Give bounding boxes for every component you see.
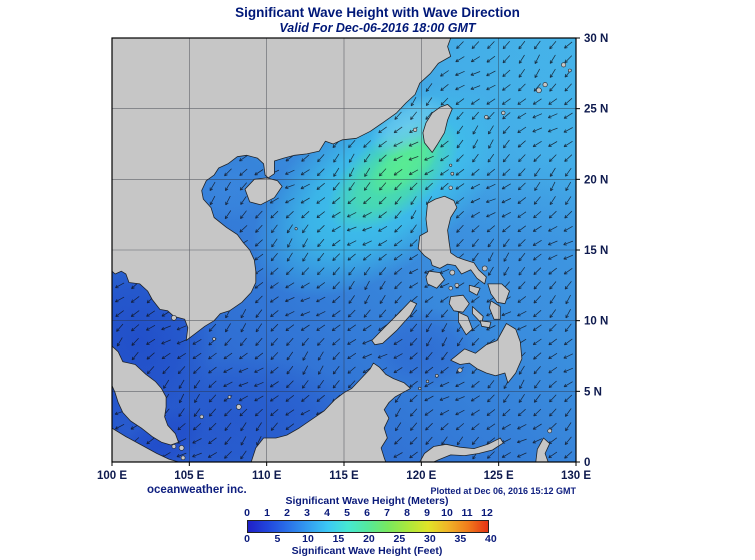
meters-tick-value: 0 <box>244 507 250 519</box>
islet <box>413 127 418 132</box>
meters-tick-value: 12 <box>481 507 493 519</box>
meters-tick-value: 7 <box>384 507 390 519</box>
land-malay_peninsula <box>112 345 179 446</box>
islet <box>449 163 453 167</box>
grid-lines <box>112 38 576 462</box>
lat-tick-label: 25 N <box>584 104 608 116</box>
meters-tick-value: 5 <box>344 507 350 519</box>
lat-tick-label: 0 <box>584 457 590 469</box>
land-sulawesi <box>419 437 504 462</box>
lat-tick-label: 20 N <box>584 174 608 186</box>
islet <box>180 455 186 461</box>
legend-feet-ticks: 0 5 10 15 20 25 30 35 40 <box>0 533 755 545</box>
wave-patch-green-core <box>367 130 441 197</box>
islet <box>294 227 298 231</box>
feet-tick-value: 0 <box>244 533 250 545</box>
islet <box>484 114 489 120</box>
lon-tick-label: 105 E <box>174 470 204 482</box>
land-borneo <box>250 362 411 462</box>
land-masbate <box>468 284 481 296</box>
lat-tick-label: 15 N <box>584 245 608 257</box>
meters-tick-value: 4 <box>324 507 330 519</box>
feet-tick-value: 40 <box>484 533 497 545</box>
islet <box>542 82 548 88</box>
credit-text: oceanweather inc. <box>147 484 247 496</box>
meters-tick-value: 10 <box>441 507 453 519</box>
axis-labels: 100 E 105 E 110 E 115 E 120 E 125 E 130 E0 5 N 1… <box>97 33 608 482</box>
meters-tick-value: 6 <box>364 507 370 519</box>
lon-tick-label: 120 E <box>406 470 436 482</box>
wave-patch-taiwan-strait-light <box>369 94 449 157</box>
lon-tick-label: 115 E <box>329 470 359 482</box>
meters-tick-value: 3 <box>304 507 310 519</box>
islet <box>418 386 422 391</box>
islet <box>450 171 455 176</box>
feet-tick-value: 20 <box>363 533 375 545</box>
islet <box>236 404 242 410</box>
legend-meters-label: Significant Wave Height (Meters) <box>285 495 449 507</box>
land-palawan <box>371 300 418 346</box>
islet <box>171 314 177 321</box>
lon-tick-label: 110 E <box>252 470 282 482</box>
meters-tick-value: 1 <box>264 507 270 519</box>
islet <box>501 110 506 115</box>
islet <box>457 367 463 373</box>
meters-tick-value: 9 <box>424 507 430 519</box>
land-mindoro <box>425 270 445 289</box>
land-china_indochina <box>112 38 452 341</box>
islet <box>171 444 177 449</box>
page-title: Significant Wave Height with Wave Direct… <box>235 5 520 20</box>
meters-tick-value: 8 <box>404 507 410 519</box>
islet <box>227 395 232 399</box>
land-panay <box>448 294 470 313</box>
valid-time-subtitle: Valid For Dec-06-2016 18:00 GMT <box>279 21 476 35</box>
islet <box>449 269 456 276</box>
islet <box>567 68 572 73</box>
meters-tick-value: 11 <box>461 507 473 519</box>
islet <box>178 445 185 451</box>
islet <box>212 337 216 341</box>
plotted-note: Plotted at Dec 06, 2016 15:12 GMT <box>430 486 576 496</box>
islet <box>561 62 567 68</box>
islet <box>425 379 430 384</box>
lat-tick-label: 5 N <box>584 386 602 398</box>
lon-tick-label: 125 E <box>484 470 514 482</box>
land-taiwan <box>422 104 453 153</box>
colorbar <box>247 520 489 533</box>
feet-tick-value: 10 <box>302 533 314 545</box>
land-sumatra <box>112 427 179 462</box>
legend-meters-ticks: 0 1 2 3 4 5 6 7 8 9 10 11 12 <box>0 507 755 519</box>
land-masses <box>112 38 572 462</box>
meters-tick-value: 2 <box>284 507 290 519</box>
feet-tick-value: 35 <box>454 533 467 545</box>
islet <box>448 185 453 190</box>
feet-tick-value: 25 <box>393 533 406 545</box>
islet <box>434 373 439 378</box>
legend-feet-label: Significant Wave Height (Feet) <box>291 545 443 557</box>
lat-tick-label: 30 N <box>584 33 608 45</box>
feet-tick-value: 5 <box>274 533 281 545</box>
feet-tick-value: 15 <box>332 533 345 545</box>
land-bohol <box>479 320 492 329</box>
land-halmahera <box>535 437 551 462</box>
wave-patch-malacca-low <box>112 406 207 462</box>
islet <box>199 414 204 419</box>
land-luzon <box>417 195 487 285</box>
feet-tick-value: 30 <box>424 533 436 545</box>
islet <box>536 87 542 94</box>
land-mindanao <box>450 323 523 384</box>
land-hainan <box>244 177 283 206</box>
lat-tick-label: 10 N <box>584 316 608 328</box>
islet <box>481 265 488 272</box>
lon-tick-label: 130 E <box>561 470 591 482</box>
islet <box>454 282 460 288</box>
islet <box>547 428 553 434</box>
islet <box>448 286 453 291</box>
lon-tick-label: 100 E <box>97 470 127 482</box>
wave-direction-arrows <box>114 40 574 460</box>
